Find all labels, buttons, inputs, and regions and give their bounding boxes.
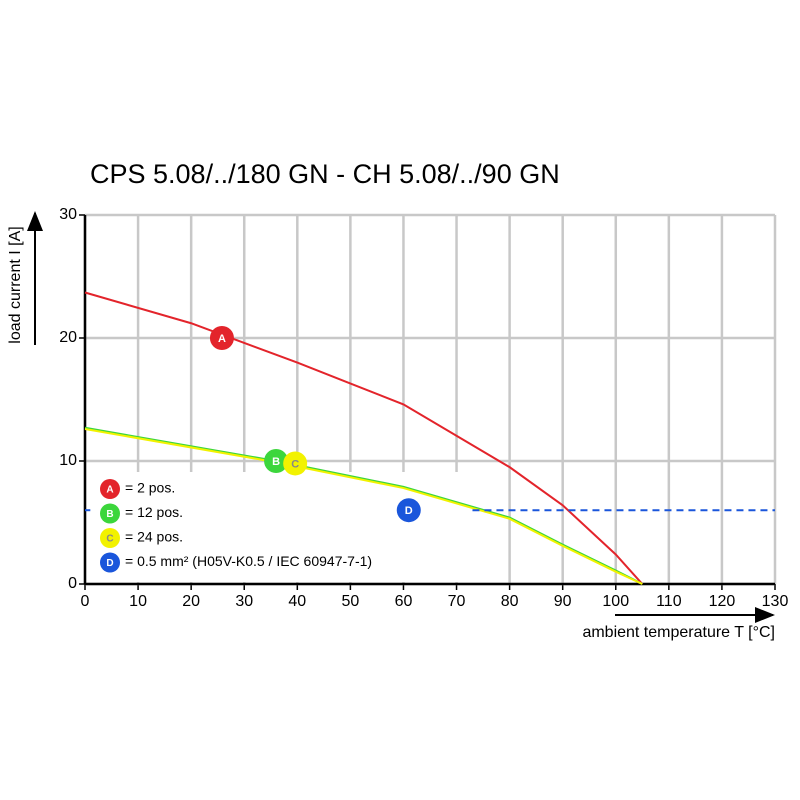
x-tick-label: 120 bbox=[709, 593, 736, 610]
x-axis-label: ambient temperature T [°C] bbox=[582, 624, 775, 641]
legend-swatch-label: A bbox=[106, 485, 113, 496]
legend-swatch bbox=[100, 528, 120, 548]
x-tick-label: 90 bbox=[554, 593, 572, 610]
legend-label: = 2 pos. bbox=[125, 480, 175, 496]
x-tick-label: 20 bbox=[182, 593, 200, 610]
point-marker bbox=[209, 326, 234, 350]
y-tick-label: 0 bbox=[68, 575, 77, 592]
marker-label: C bbox=[291, 458, 299, 470]
legend-background bbox=[87, 472, 459, 582]
legend-swatch-label: B bbox=[106, 509, 113, 520]
legend-swatch bbox=[100, 503, 120, 524]
legend-label: = 24 pos. bbox=[125, 529, 183, 545]
point-marker bbox=[283, 451, 308, 476]
marker-label: D bbox=[405, 505, 413, 517]
marker-label: B bbox=[272, 456, 280, 468]
marker-label: A bbox=[218, 333, 226, 345]
legend-swatch-label: C bbox=[106, 534, 113, 545]
x-tick-label: 100 bbox=[602, 593, 629, 610]
x-tick-label: 0 bbox=[81, 593, 90, 610]
chart-title: CPS 5.08/../180 GN - CH 5.08/../90 GN bbox=[90, 159, 560, 189]
x-tick-label: 80 bbox=[501, 593, 519, 610]
point-marker bbox=[396, 498, 421, 523]
x-tick-label: 40 bbox=[288, 593, 306, 610]
x-tick-label: 110 bbox=[656, 593, 682, 610]
x-tick-label: 50 bbox=[341, 593, 359, 610]
legend-swatch bbox=[100, 479, 120, 499]
y-tick-label: 20 bbox=[59, 329, 77, 346]
y-tick-label: 10 bbox=[59, 452, 77, 469]
y-axis-label: load current I [A] bbox=[7, 226, 24, 343]
point-marker bbox=[264, 449, 289, 473]
y-tick-label: 30 bbox=[59, 206, 77, 223]
legend-swatch bbox=[100, 552, 120, 573]
x-tick-label: 70 bbox=[448, 593, 466, 610]
legend-label: = 0.5 mm² (H05V-K0.5 / IEC 60947-7-1) bbox=[125, 553, 372, 569]
x-tick-label: 130 bbox=[762, 593, 789, 610]
legend-label: = 12 pos. bbox=[125, 504, 183, 520]
series-line bbox=[84, 291, 644, 585]
legend-swatch-label: D bbox=[106, 558, 113, 569]
x-tick-label: 10 bbox=[129, 593, 147, 610]
x-tick-label: 60 bbox=[395, 593, 413, 610]
x-tick-label: 30 bbox=[235, 593, 253, 610]
